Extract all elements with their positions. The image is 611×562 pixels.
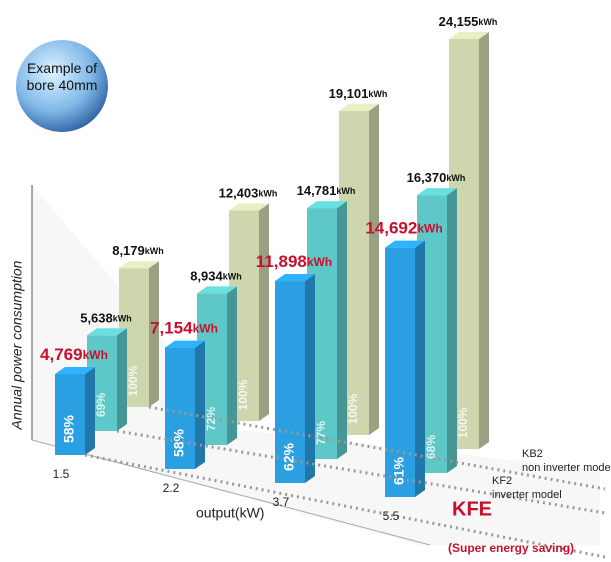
bar-front — [275, 281, 305, 483]
legend-label: KFE — [452, 498, 492, 520]
value-label: 5,638kWh — [80, 311, 132, 326]
legend-subtitle: non inverter mode — [522, 462, 611, 474]
value-number: 4,769 — [40, 346, 83, 365]
badge-box: Example of bore 40mm — [26, 60, 98, 93]
value-label: 14,692kWh — [365, 219, 442, 238]
bar-top — [449, 32, 489, 39]
x-tick-label: 1.5 — [53, 467, 70, 481]
value-unit: kWh — [446, 174, 465, 184]
badge-text: Example of bore 40mm — [26, 60, 98, 93]
value-unit: kWh — [113, 314, 132, 324]
value-label: 24,155kWh — [439, 14, 498, 29]
bar — [55, 367, 95, 455]
bar-side — [337, 201, 347, 459]
value-label: 16,370kWh — [407, 171, 466, 186]
value-label: 12,403kWh — [219, 186, 278, 201]
x-tick-label: 2.2 — [163, 481, 180, 495]
bar-side — [117, 328, 127, 431]
legend-subtitle: (Super energy saving) — [448, 541, 574, 555]
ratio-label: 61% — [391, 456, 407, 485]
bar-top — [275, 274, 315, 282]
value-label: 19,101kWh — [329, 86, 388, 101]
guide-line — [84, 453, 606, 559]
bar-side — [259, 203, 269, 421]
bar-top — [385, 240, 425, 248]
bar-side — [85, 367, 95, 455]
bar-top — [165, 340, 205, 348]
bar-side — [195, 340, 205, 469]
value-unit: kWh — [417, 222, 442, 236]
legend-label: KF2 — [492, 475, 512, 487]
value-unit: kWh — [368, 89, 387, 99]
bar-top — [339, 103, 379, 111]
value-number: 19,101 — [329, 86, 369, 101]
value-number: 24,155 — [439, 14, 479, 29]
ratio-label: 69% — [94, 393, 108, 417]
bar — [275, 274, 315, 483]
ratio-label: 100% — [126, 365, 140, 396]
value-number: 12,403 — [219, 186, 259, 201]
value-number: 8,179 — [112, 244, 145, 259]
ratio-label: 68% — [424, 435, 438, 459]
bar-side — [479, 32, 489, 449]
ratio-label: 77% — [314, 421, 328, 445]
ratio-label: 62% — [281, 442, 297, 471]
bar-side — [149, 261, 159, 407]
x-axis-label: output(kW) — [196, 505, 264, 521]
value-unit: kWh — [223, 272, 242, 282]
value-label: 4,769kWh — [40, 346, 108, 365]
y-axis-label: Annual power consumption — [9, 260, 25, 430]
value-label: 8,934kWh — [190, 269, 242, 284]
bar — [165, 340, 205, 469]
bar-top — [417, 188, 457, 196]
value-unit: kWh — [258, 189, 277, 199]
value-unit: kWh — [145, 247, 164, 257]
value-number: 11,898 — [256, 253, 307, 272]
value-label: 11,898kWh — [256, 253, 332, 272]
value-unit: kWh — [307, 255, 332, 269]
ratio-label: 58% — [171, 428, 187, 457]
value-number: 14,692 — [365, 219, 417, 238]
value-unit: kWh — [193, 322, 218, 336]
value-unit: kWh — [336, 186, 355, 196]
ratio-label: 72% — [204, 407, 218, 431]
bar-top — [229, 203, 269, 211]
value-label: 7,154kWh — [150, 319, 218, 338]
bar-side — [369, 103, 379, 435]
value-unit: kWh — [478, 17, 497, 27]
guide-line — [116, 429, 606, 515]
x-tick-label: 3.7 — [273, 495, 290, 509]
value-number: 5,638 — [80, 311, 113, 326]
bar-front — [55, 374, 85, 455]
bar-front — [165, 347, 195, 469]
bar-top — [307, 201, 347, 209]
value-number: 16,370 — [407, 171, 447, 186]
value-number: 7,154 — [150, 319, 193, 338]
bar-top — [119, 261, 159, 269]
bar-side — [227, 286, 237, 445]
value-number: 8,934 — [190, 269, 223, 284]
value-unit: kWh — [83, 348, 108, 362]
value-number: 14,781 — [297, 184, 337, 199]
bar-side — [415, 240, 425, 497]
ratio-label: 100% — [236, 379, 250, 410]
ratio-label: 100% — [346, 393, 360, 424]
bar-top — [55, 367, 95, 375]
bar-top — [87, 328, 127, 336]
bar-side — [305, 274, 315, 483]
legend-subtitle: inverter model — [492, 489, 562, 501]
badge — [16, 40, 108, 132]
value-label: 14,781kWh — [297, 184, 356, 199]
bar-side — [447, 188, 457, 473]
value-label: 8,179kWh — [112, 244, 164, 259]
x-tick-label: 5.5 — [383, 509, 400, 523]
bar-top — [197, 286, 237, 294]
ratio-label: 100% — [456, 407, 470, 438]
ratio-label: 58% — [61, 414, 77, 443]
legend-label: KB2 — [522, 448, 543, 460]
